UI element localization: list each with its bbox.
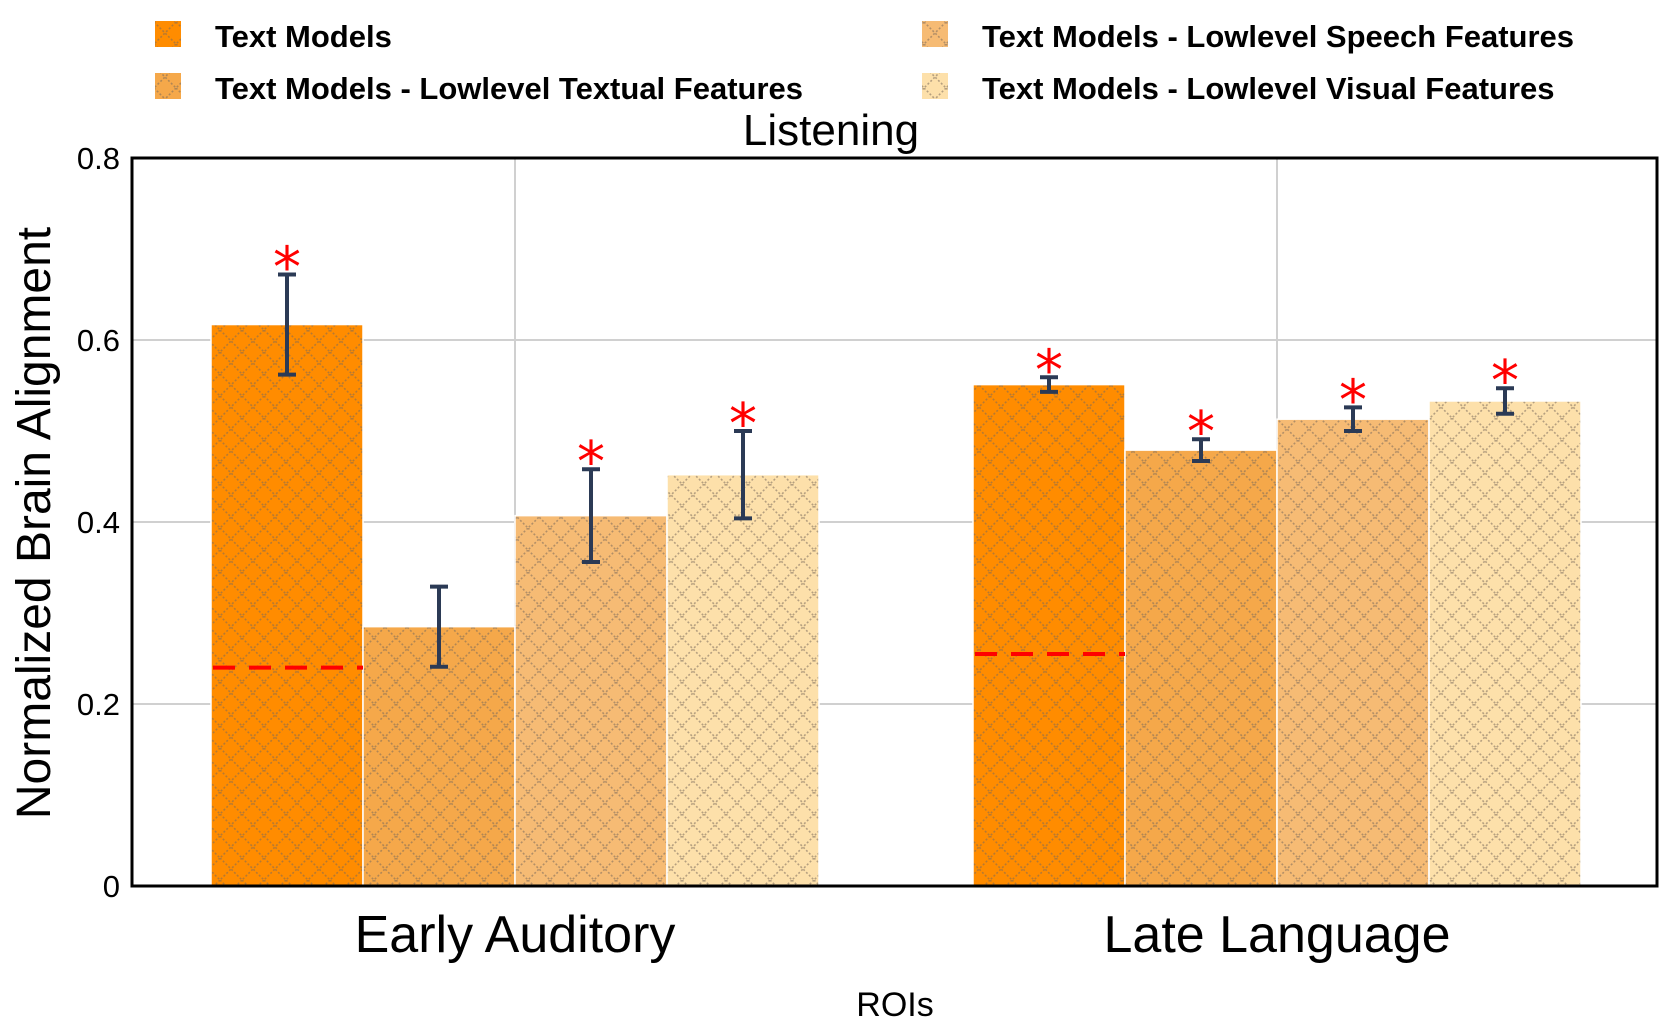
legend-label: Text Models - Lowlevel Speech Features — [982, 19, 1574, 54]
bar-hatch — [1124, 449, 1278, 887]
baseline-lines — [213, 651, 1125, 670]
significance-star: * — [1035, 338, 1063, 403]
y-tick-label: 0 — [103, 869, 120, 904]
bar-hatch — [210, 323, 364, 887]
bar-hatch — [362, 625, 516, 887]
legend-swatch-hatch — [922, 73, 948, 99]
significance-star: * — [1491, 349, 1519, 414]
bar-hatch — [1276, 418, 1430, 887]
legend: Text Models Text Models - Lowlevel Textua… — [155, 19, 1574, 106]
bar-hatch — [514, 514, 668, 887]
plot-frame — [130, 156, 1659, 888]
y-tick-label: 0.4 — [77, 505, 120, 540]
legend-label: Text Models — [215, 19, 392, 54]
significance-markers: * * * * * * * — [273, 235, 1519, 495]
significance-star: * — [1187, 400, 1215, 465]
error-bars — [278, 272, 1514, 669]
x-category-label: Early Auditory — [355, 906, 676, 964]
significance-star: * — [577, 430, 605, 495]
y-tick-label: 0.2 — [77, 687, 120, 722]
y-ticks: 0 0.2 0.4 0.6 0.8 — [77, 141, 120, 904]
legend-label: Text Models - Lowlevel Textual Features — [215, 71, 803, 106]
legend-swatch-hatch — [155, 21, 181, 47]
legend-label: Text Models - Lowlevel Visual Features — [982, 71, 1555, 106]
y-tick-label: 0.6 — [77, 323, 120, 358]
bars — [210, 323, 1582, 887]
y-tick-label: 0.8 — [77, 141, 120, 176]
chart-title: Listening — [743, 106, 919, 155]
x-category-labels: Early Auditory Late Language — [355, 906, 1451, 964]
legend-swatch-hatch — [922, 21, 948, 47]
significance-star: * — [273, 235, 301, 300]
significance-star: * — [1339, 368, 1367, 433]
x-axis-label: ROIs — [856, 986, 933, 1024]
bar-hatch — [1428, 400, 1582, 887]
significance-star: * — [729, 392, 757, 457]
y-axis-label: Normalized Brain Alignment — [8, 227, 61, 819]
x-category-label: Late Language — [1103, 906, 1450, 964]
bar-hatch — [972, 383, 1126, 887]
legend-swatch-hatch — [155, 73, 181, 99]
bar-hatch — [666, 473, 820, 887]
